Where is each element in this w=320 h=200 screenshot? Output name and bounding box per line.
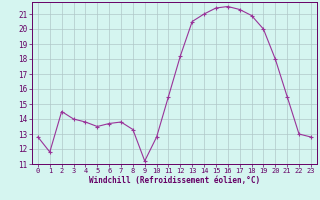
X-axis label: Windchill (Refroidissement éolien,°C): Windchill (Refroidissement éolien,°C)	[89, 176, 260, 185]
